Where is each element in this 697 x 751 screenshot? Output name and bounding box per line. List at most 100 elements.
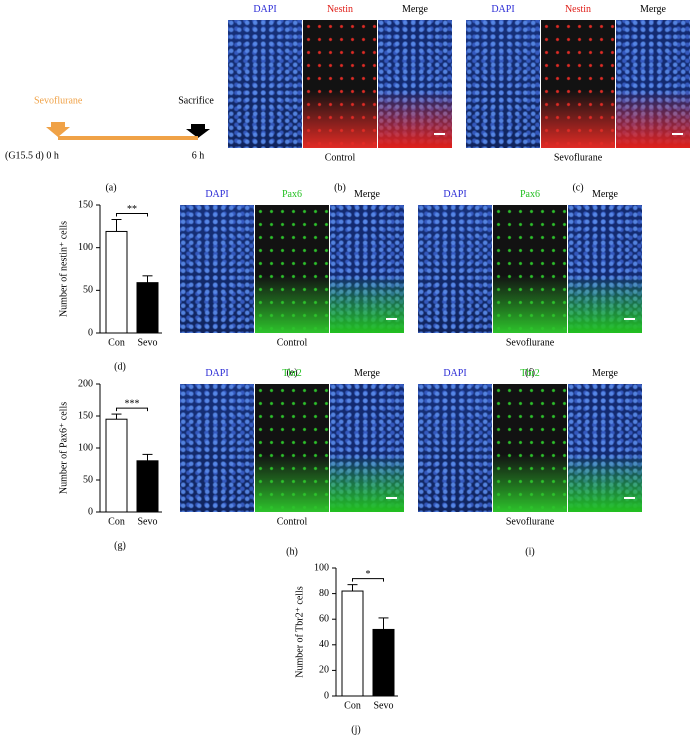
micrograph — [180, 384, 254, 512]
bar — [136, 282, 159, 334]
y-tick-label: 100 — [78, 442, 93, 453]
scale-bar — [624, 318, 635, 320]
micrograph — [568, 205, 642, 333]
micrograph — [493, 384, 567, 512]
panel-label: (a) — [105, 182, 116, 193]
scale-bar — [672, 133, 683, 135]
micrograph — [541, 20, 615, 148]
channel-header: DAPI — [491, 4, 515, 15]
x-tick-label: Con — [108, 337, 125, 348]
y-tick-label: 150 — [78, 410, 93, 421]
y-tick-label: 0 — [88, 506, 93, 517]
significance-mark: *** — [125, 398, 140, 409]
y-tick-label: 150 — [78, 199, 93, 210]
panel-label: (d) — [114, 361, 126, 372]
scale-bar — [434, 133, 445, 135]
micrograph — [616, 20, 690, 148]
y-tick-label: 20 — [319, 665, 329, 676]
y-tick-label: 80 — [319, 588, 329, 599]
micrograph — [255, 205, 329, 333]
y-tick-label: 0 — [88, 327, 93, 338]
micrograph — [418, 205, 492, 333]
micrograph — [255, 384, 329, 512]
start-time: (G15.5 d) 0 h — [5, 150, 59, 161]
channel-header: Merge — [402, 4, 428, 15]
condition-label: Sevoflurane — [506, 337, 555, 348]
scale-bar — [624, 497, 635, 499]
y-axis-label: Number of Pax6⁺ cells — [58, 402, 69, 494]
scale-bar — [386, 497, 397, 499]
drug-label: Sevoflurane — [34, 95, 83, 106]
panel-label: (c) — [572, 182, 583, 193]
y-tick-label: 200 — [78, 378, 93, 389]
micrograph — [303, 20, 377, 148]
y-tick-label: 100 — [314, 562, 329, 573]
condition-label: Control — [277, 516, 308, 527]
channel-header: DAPI — [443, 368, 467, 379]
channel-header: Merge — [592, 368, 618, 379]
x-tick-label: Sevo — [138, 337, 158, 348]
bar — [136, 460, 159, 513]
scale-bar — [386, 318, 397, 320]
bar — [105, 230, 128, 334]
channel-header: Nestin — [326, 4, 354, 15]
sevo-arrow — [46, 122, 70, 137]
channel-header: Tbr2 — [520, 368, 540, 379]
channel-header: DAPI — [253, 4, 277, 15]
channel-header: DAPI — [443, 189, 467, 200]
condition-label: Sevoflurane — [554, 152, 603, 163]
significance-bracket — [116, 213, 148, 217]
condition-label: Sevoflurane — [506, 516, 555, 527]
end-time: 6 h — [192, 150, 205, 161]
panel-label: (h) — [286, 546, 298, 557]
micrograph — [466, 20, 540, 148]
significance-mark: ** — [127, 204, 137, 215]
panel-label: (g) — [114, 540, 126, 551]
x-tick-label: Con — [344, 700, 361, 711]
panel-label: (b) — [334, 182, 346, 193]
micrograph — [418, 384, 492, 512]
y-tick-label: 60 — [319, 613, 329, 624]
micrograph — [493, 205, 567, 333]
panel-label: (e) — [286, 367, 297, 378]
bar — [372, 628, 395, 697]
channel-header: Merge — [354, 368, 380, 379]
micrograph — [228, 20, 302, 148]
sacrifice-arrow — [186, 124, 210, 138]
panel-label: (i) — [525, 546, 534, 557]
channel-header: DAPI — [205, 189, 229, 200]
significance-mark: * — [366, 569, 371, 580]
y-axis-label: Number of Tbr2⁺ cells — [294, 586, 305, 678]
micrograph — [180, 205, 254, 333]
y-tick-label: 100 — [78, 242, 93, 253]
bar — [105, 418, 128, 513]
condition-label: Control — [325, 152, 356, 163]
x-tick-label: Con — [108, 516, 125, 527]
panel-label: (j) — [351, 724, 360, 735]
significance-bracket — [352, 578, 384, 582]
channel-header: Pax6 — [282, 189, 302, 200]
micrograph — [330, 384, 404, 512]
y-tick-label: 50 — [83, 474, 93, 485]
channel-header: DAPI — [205, 368, 229, 379]
y-tick-label: 40 — [319, 639, 329, 650]
significance-bracket — [116, 407, 148, 412]
channel-header: Merge — [592, 189, 618, 200]
micrograph — [378, 20, 452, 148]
y-tick-label: 0 — [324, 690, 329, 701]
channel-header: Nestin — [564, 4, 592, 15]
bar — [341, 590, 364, 697]
x-tick-label: Sevo — [374, 700, 394, 711]
channel-header: Tbr2 — [282, 368, 302, 379]
condition-label: Control — [277, 337, 308, 348]
event-label: Sacrifice — [178, 95, 214, 106]
channel-header: Merge — [354, 189, 380, 200]
x-tick-label: Sevo — [138, 516, 158, 527]
channel-header: Pax6 — [520, 189, 540, 200]
y-axis-label: Number of nestin⁺ cells — [58, 221, 69, 317]
channel-header: Merge — [640, 4, 666, 15]
y-tick-label: 50 — [83, 285, 93, 296]
micrograph — [330, 205, 404, 333]
